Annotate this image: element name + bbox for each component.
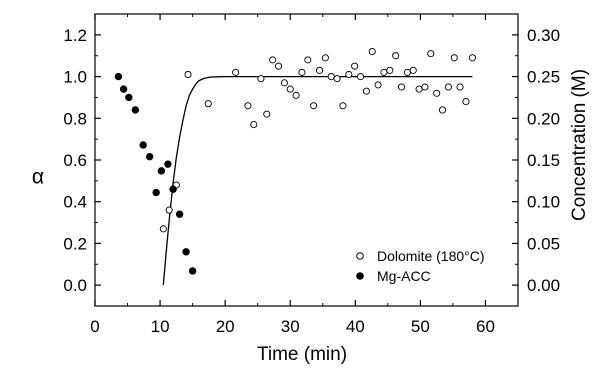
mg-acc-point [139,141,147,149]
dolomite-point [386,66,394,74]
dolomite-point [263,110,271,118]
dolomite-point [204,100,212,108]
y-right-tick-label: 0.30 [527,26,560,45]
dolomite-point [345,70,353,79]
legend-marker-mg-acc [356,272,364,280]
dolomite-point [327,73,335,81]
dolomite-point [433,89,441,97]
dolomite-point [165,206,173,214]
dolomite-point [304,56,312,64]
dolomite-point [438,106,447,114]
y-left-tick-label: 1.0 [63,68,87,87]
y-right-tick-label: 0.10 [527,193,560,212]
y-axis-title-left: α [32,166,44,189]
dolomite-point [333,75,341,83]
dolomite-point [159,225,167,233]
mg-acc-point [114,72,123,81]
mg-acc-point [164,160,172,168]
legend-marker-dolomite [356,252,364,260]
mg-acc-point [152,188,160,197]
dolomite-point [409,66,417,74]
y-right-tick-label: 0.00 [527,276,560,295]
y-axis-title-right: Concentration (M) [569,69,590,221]
axes-layer: 0 10 20 30 40 50 60 0.0 0.2 0.4 0.6 0.8 1.0 1.2 0.00 0.… [63,13,560,336]
mg-acc-point [157,167,166,175]
mg-acc-point [169,185,177,193]
dolomite-point [392,52,400,60]
dolomite-point [444,83,452,91]
x-axis-title: Time (min) [257,344,347,365]
x-tick-label: 50 [411,317,430,336]
dolomite-point [339,102,347,110]
dolomite-point [403,68,411,76]
mg-acc-point [188,267,197,275]
dolomite-point [374,81,382,89]
dolomite-point [274,62,283,70]
y-right-tick-label: 0.05 [527,234,560,253]
mg-acc-point [125,93,133,102]
dolomite-point [298,68,306,76]
dolomite-point [232,68,240,76]
dolomite-point [450,54,458,62]
legend-label-dolomite: Dolomite (180°C) [377,248,485,264]
mg-acc-point [119,85,128,93]
dolomite-point [456,83,464,91]
dolomite-point [315,66,324,74]
dolomite-point [269,56,277,64]
x-tick-label: 30 [281,317,300,336]
x-tick-label: 40 [346,317,365,336]
y-left-tick-label: 0.4 [63,193,87,212]
dolomite-point [415,85,423,93]
dolomite-point [292,91,300,99]
x-tick-label: 0 [90,317,99,336]
mg-acc-point [175,210,184,218]
y-left-tick-label: 0.2 [63,234,87,253]
dolomite-point [244,102,252,110]
dolomite-point [321,54,329,62]
dolomite-point [468,54,476,62]
dolomite-point [397,83,406,91]
dolomite-point [362,87,370,95]
dolomite-point [257,75,265,83]
dolomite-point [368,47,376,56]
dolomite-point [462,98,470,106]
legend: Dolomite (180°C) Mg-ACC [356,248,485,284]
x-tick-label: 60 [476,317,495,336]
dolomite-point [286,85,294,93]
dolomite-point [250,120,258,129]
dolomite-point [421,83,429,91]
y-left-tick-label: 0.6 [63,151,87,170]
dolomite-point [427,50,435,58]
y-right-tick-label: 0.20 [527,109,560,128]
y-left-tick-label: 0.8 [63,109,87,128]
dolomite-point [184,70,192,79]
mg-acc-point [182,248,190,256]
y-right-tick-label: 0.25 [527,68,560,87]
mg-acc-point [131,106,140,114]
dolomite-point [280,79,288,87]
dolomite-point [380,68,388,76]
points-layer [114,47,476,275]
mg-acc-point [145,152,154,161]
legend-label-mg-acc: Mg-ACC [377,268,431,284]
y-right-tick-label: 0.15 [527,151,560,170]
y-left-tick-label: 0.0 [63,276,87,295]
x-tick-label: 20 [216,317,235,336]
x-tick-label: 10 [151,317,170,336]
y-left-tick-label: 1.2 [63,26,87,45]
dolomite-point [351,62,359,70]
dolomite-point [310,102,318,110]
dolomite-point [356,73,365,81]
